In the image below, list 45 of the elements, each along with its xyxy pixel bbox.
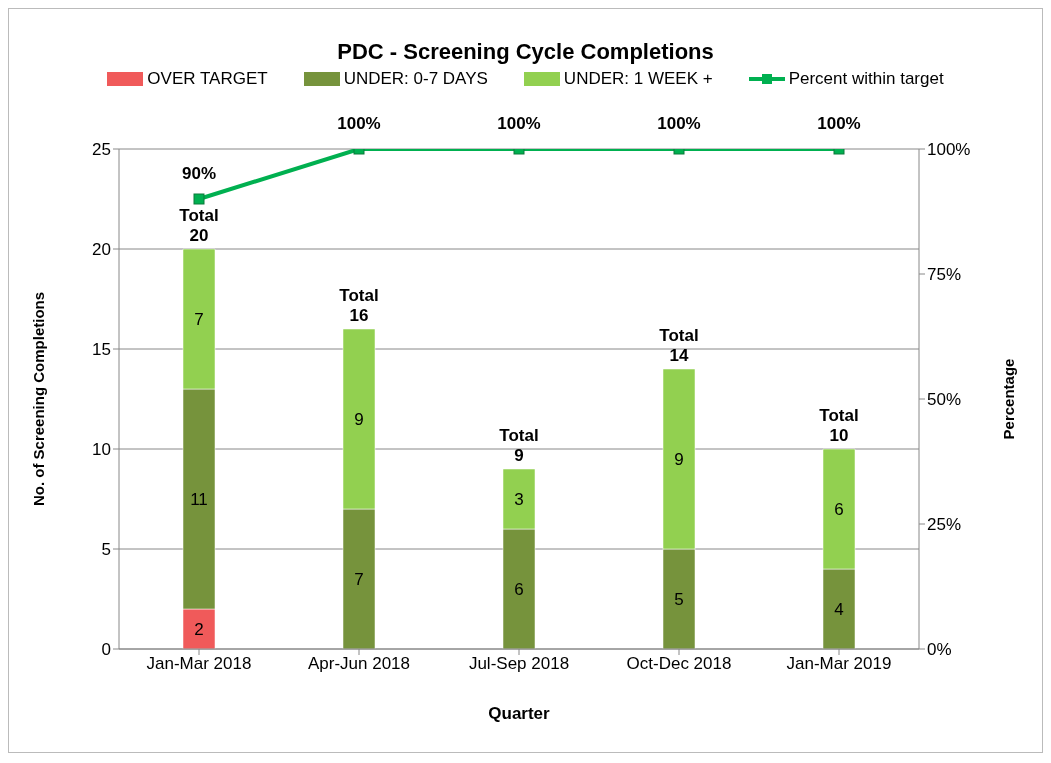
y2-tick-label: 100% <box>927 140 971 160</box>
y-tick-label: 10 <box>92 440 111 460</box>
y2-tick-label: 75% <box>927 265 962 285</box>
data-label: 7 <box>354 570 364 589</box>
y2-tick-label: 50% <box>927 390 962 410</box>
data-label: 100% <box>497 114 541 133</box>
chart-title: PDC - Screening Cycle Completions <box>336 38 715 65</box>
x-tick-label: Oct-Dec 2018 <box>626 654 732 674</box>
data-label: 5 <box>674 590 684 609</box>
data-label: 4 <box>834 600 844 619</box>
y2-tick-label: 25% <box>927 515 962 535</box>
legend-label: OVER TARGET <box>147 69 268 89</box>
x-tick-label: Apr-Jun 2018 <box>307 654 411 674</box>
data-label: 100% <box>337 114 381 133</box>
data-label: 90% <box>181 164 217 183</box>
data-label: 100% <box>817 114 861 133</box>
y2-axis-title: Percentage <box>1000 358 1018 440</box>
total-label: Total 20 <box>179 206 219 245</box>
total-label: Total 14 <box>659 326 699 365</box>
y-tick-label: 0 <box>101 640 111 660</box>
total-label: Total 10 <box>819 406 859 445</box>
data-label: 6 <box>514 580 524 599</box>
x-tick-label: Jan-Mar 2019 <box>786 654 892 674</box>
legend-label: Percent within target <box>788 69 944 89</box>
legend-label: UNDER: 1 WEEK + <box>563 69 713 89</box>
data-label: 6 <box>834 500 844 519</box>
data-label: 9 <box>674 450 684 469</box>
data-label: 7 <box>194 310 204 329</box>
y-tick-label: 20 <box>92 240 111 260</box>
y2-tick-label: 0% <box>927 640 952 660</box>
y-tick-label: 25 <box>92 140 111 160</box>
legend-label: UNDER: 0-7 DAYS <box>343 69 488 89</box>
data-label: 100% <box>657 114 701 133</box>
y-tick-label: 15 <box>92 340 111 360</box>
y-axis-title: No. of Screening Completions <box>30 291 48 507</box>
x-axis-title: Quarter <box>488 704 551 723</box>
total-label: Total 16 <box>339 286 379 325</box>
data-label: 2 <box>194 620 204 639</box>
total-label: Total 9 <box>499 426 539 465</box>
data-label: 11 <box>190 490 208 509</box>
data-label: 3 <box>514 490 524 509</box>
x-tick-label: Jul-Sep 2018 <box>468 654 570 674</box>
data-label: 9 <box>354 410 364 429</box>
x-tick-label: Jan-Mar 2018 <box>146 654 252 674</box>
y-tick-label: 5 <box>101 540 111 560</box>
